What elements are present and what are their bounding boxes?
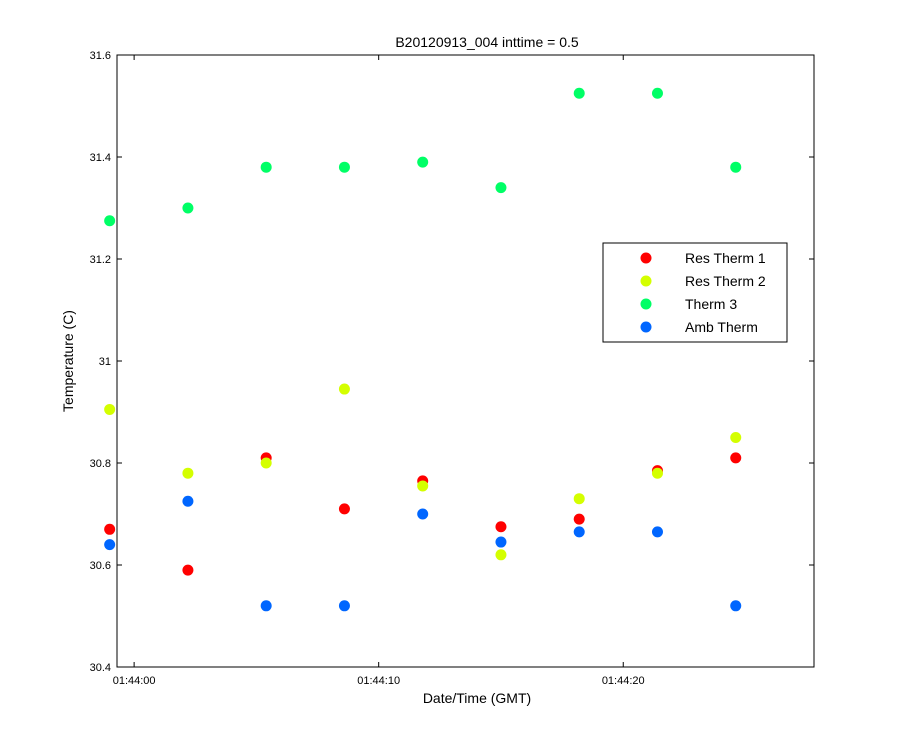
legend-marker: [640, 275, 652, 287]
x-tick-label: 01:44:00: [113, 675, 156, 687]
y-tick-label: 31.6: [90, 50, 111, 62]
data-point: [182, 564, 194, 576]
legend-label: Res Therm 2: [685, 273, 766, 289]
x-tick-label: 01:44:20: [602, 675, 645, 687]
data-point: [417, 156, 429, 168]
legend-marker: [640, 321, 652, 333]
y-tick-label: 31: [99, 356, 111, 368]
data-point: [338, 383, 350, 395]
data-point: [730, 432, 742, 443]
axis-ticks: 30.4 30.6 30.8 31 31.2 31.4 31.6 01:44:00 01:44:…: [90, 50, 814, 687]
data-point: [651, 87, 663, 99]
data-point: [495, 521, 507, 533]
data-point: [260, 600, 272, 612]
data-point: [573, 493, 585, 505]
data-point: [495, 549, 507, 561]
data-point: [104, 523, 116, 535]
data-point: [495, 536, 507, 548]
data-point: [730, 161, 742, 173]
legend-box: [602, 242, 788, 343]
data-point: [182, 467, 194, 479]
data-point: [182, 495, 194, 507]
legend-label: Therm 3: [685, 296, 737, 312]
data-point: [104, 539, 116, 551]
series-res-therm-2: [104, 383, 742, 561]
chart-title: B20120913_004 inttime = 0.5: [395, 34, 579, 50]
data-point: [260, 161, 272, 173]
legend-label: Res Therm 1: [685, 250, 766, 266]
y-tick-label: 30.6: [90, 560, 111, 572]
data-point: [651, 467, 663, 479]
x-axis-label: Date/Time (GMT): [423, 690, 531, 706]
data-points: [104, 87, 742, 612]
data-point: [573, 526, 585, 538]
y-axis-label: Temperature (C): [60, 310, 76, 412]
y-tick-label: 30.8: [90, 458, 111, 470]
data-point: [730, 452, 742, 464]
data-point: [104, 215, 116, 227]
legend-marker: [640, 252, 652, 264]
data-point: [573, 513, 585, 525]
y-tick-label: 31.4: [90, 152, 111, 164]
series-therm-3: [104, 87, 742, 227]
plot-area: [116, 54, 815, 668]
data-point: [573, 87, 585, 99]
data-point: [338, 161, 350, 173]
data-point: [495, 182, 507, 194]
legend-marker: [640, 298, 652, 310]
legend: Res Therm 1 Res Therm 2 Therm 3 Amb Therm: [602, 242, 788, 343]
data-point: [104, 403, 116, 415]
x-tick-label: 01:44:10: [357, 675, 400, 687]
data-point: [417, 480, 429, 492]
data-point: [417, 508, 429, 520]
data-point: [730, 600, 742, 612]
data-point: [182, 202, 194, 214]
y-tick-label: 31.2: [90, 254, 111, 266]
data-point: [338, 600, 350, 612]
series-amb-therm: [104, 495, 742, 612]
data-point: [338, 503, 350, 515]
data-point: [260, 457, 272, 469]
y-tick-label: 30.4: [90, 662, 111, 674]
data-point: [651, 526, 663, 538]
legend-label: Amb Therm: [685, 319, 758, 335]
